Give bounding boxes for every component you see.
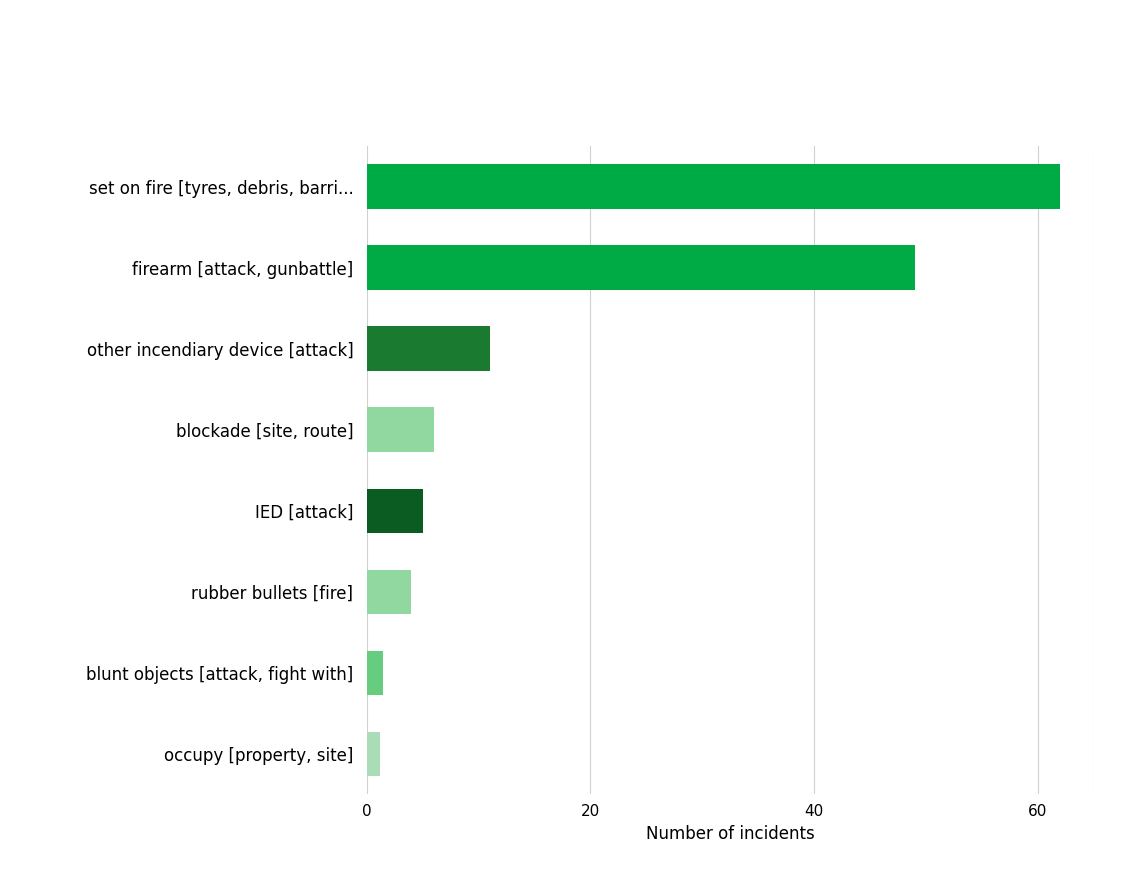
X-axis label: Number of incidents: Number of incidents <box>646 824 815 843</box>
Text: 1 January 2018 – 20 April 2021: 1 January 2018 – 20 April 2021 <box>14 78 299 96</box>
Bar <box>367 489 423 533</box>
Bar <box>367 731 380 776</box>
Bar <box>367 408 434 452</box>
Bar <box>367 569 411 614</box>
Bar <box>367 245 914 290</box>
Text: Attack incidents by action type in Chile’s Araucanía, Bío-Bío, Los Lagos and Los: Attack incidents by action type in Chile… <box>14 31 887 50</box>
Bar <box>367 326 489 371</box>
Bar <box>367 650 383 695</box>
Bar <box>367 164 1060 209</box>
